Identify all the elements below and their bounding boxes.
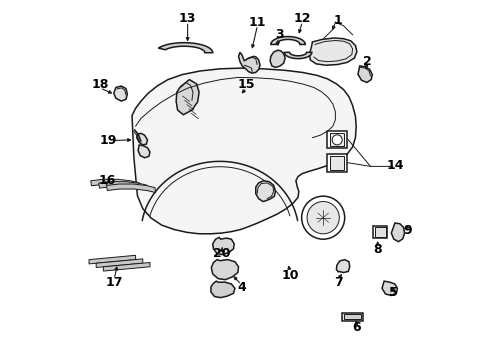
Text: 10: 10 xyxy=(281,269,298,282)
Text: 11: 11 xyxy=(249,16,266,29)
Polygon shape xyxy=(91,179,140,188)
Polygon shape xyxy=(392,223,405,242)
Circle shape xyxy=(307,202,339,234)
Text: 18: 18 xyxy=(91,78,108,91)
Polygon shape xyxy=(284,52,312,59)
Polygon shape xyxy=(138,145,150,158)
Polygon shape xyxy=(114,86,127,101)
Text: 16: 16 xyxy=(98,174,116,186)
FancyBboxPatch shape xyxy=(373,226,387,238)
Text: 9: 9 xyxy=(404,224,413,237)
Bar xyxy=(343,314,361,319)
Polygon shape xyxy=(137,134,147,145)
Text: 1: 1 xyxy=(334,14,343,27)
Text: 19: 19 xyxy=(100,134,118,147)
Polygon shape xyxy=(213,237,234,255)
FancyBboxPatch shape xyxy=(327,154,347,172)
Polygon shape xyxy=(107,184,156,193)
FancyBboxPatch shape xyxy=(375,227,386,237)
Polygon shape xyxy=(256,181,275,202)
Text: 6: 6 xyxy=(352,320,361,333)
Polygon shape xyxy=(358,66,372,82)
Polygon shape xyxy=(103,262,150,271)
Polygon shape xyxy=(271,37,305,44)
Bar xyxy=(342,313,363,320)
Text: 12: 12 xyxy=(294,12,311,25)
Polygon shape xyxy=(98,182,148,190)
Text: 20: 20 xyxy=(213,247,230,260)
Text: 8: 8 xyxy=(373,243,382,256)
Polygon shape xyxy=(132,68,356,234)
Text: 7: 7 xyxy=(334,276,343,289)
FancyBboxPatch shape xyxy=(330,134,344,146)
Text: 13: 13 xyxy=(179,12,196,25)
Polygon shape xyxy=(89,255,136,264)
Text: 2: 2 xyxy=(363,55,371,68)
Polygon shape xyxy=(337,260,350,273)
Circle shape xyxy=(332,135,342,145)
Polygon shape xyxy=(211,260,239,280)
Polygon shape xyxy=(270,50,285,67)
Polygon shape xyxy=(239,52,260,73)
FancyBboxPatch shape xyxy=(327,131,347,148)
Polygon shape xyxy=(96,259,143,267)
Text: 5: 5 xyxy=(390,287,398,300)
Polygon shape xyxy=(211,281,235,298)
Text: 4: 4 xyxy=(237,281,246,294)
Polygon shape xyxy=(382,281,397,296)
Text: 3: 3 xyxy=(275,28,283,41)
Text: 14: 14 xyxy=(387,159,404,172)
Circle shape xyxy=(302,196,344,239)
FancyBboxPatch shape xyxy=(330,156,344,170)
Polygon shape xyxy=(158,42,213,53)
Text: 17: 17 xyxy=(105,276,123,289)
Polygon shape xyxy=(176,80,199,115)
Text: 15: 15 xyxy=(238,78,256,91)
Polygon shape xyxy=(310,38,357,65)
